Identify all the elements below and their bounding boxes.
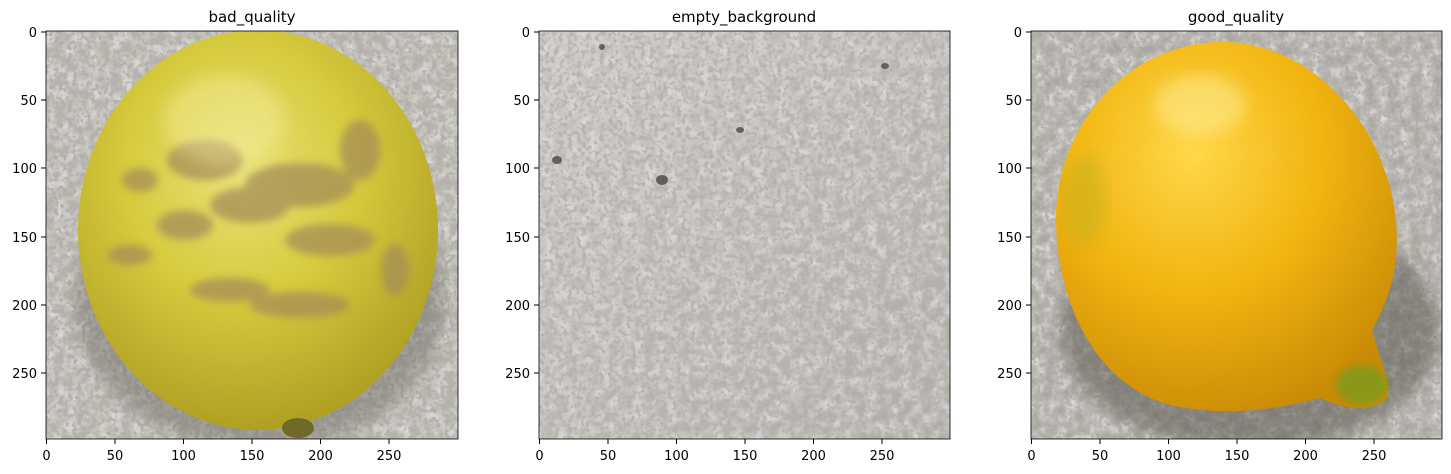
y-tick-label: 200: [12, 299, 37, 314]
x-tick-label: 50: [107, 449, 124, 464]
panel-title: bad_quality: [208, 8, 295, 27]
y-tick-label: 0: [29, 26, 37, 41]
y-tick-label: 0: [522, 26, 530, 41]
x-tick-label: 100: [1156, 449, 1181, 464]
x-tick-label: 150: [733, 449, 758, 464]
x-tick-label: 50: [600, 449, 617, 464]
y-tick-label: 250: [997, 367, 1022, 382]
y-tick-label: 0: [1014, 26, 1022, 41]
bad-quality-image: [46, 31, 458, 439]
x-tick-label: 0: [535, 449, 543, 464]
y-axis-ticks: 0 50 100 150 200 250: [505, 26, 539, 382]
panel-title: empty_background: [672, 8, 816, 27]
y-tick-label: 150: [505, 231, 530, 246]
y-axis-ticks: 0 50 100 150 200 250: [997, 26, 1031, 382]
y-tick-label: 150: [12, 231, 37, 246]
x-tick-label: 250: [377, 449, 402, 464]
empty-background-image: [539, 31, 950, 439]
y-tick-label: 50: [1005, 94, 1022, 109]
x-axis-ticks: 0 50 100 150 200 250: [42, 439, 401, 464]
y-tick-label: 250: [12, 367, 37, 382]
x-tick-label: 150: [240, 449, 265, 464]
y-tick-label: 50: [20, 94, 37, 109]
panel-good-quality: good_quality 0 50 100: [997, 8, 1443, 464]
y-tick-label: 150: [997, 231, 1022, 246]
y-axis-ticks: 0 50 100 150 200 250: [12, 26, 46, 382]
y-tick-label: 100: [505, 162, 530, 177]
x-tick-label: 50: [1092, 449, 1109, 464]
x-tick-label: 100: [664, 449, 689, 464]
y-tick-label: 200: [505, 299, 530, 314]
panel-bad-quality: bad_quality: [12, 8, 459, 464]
y-tick-label: 200: [997, 299, 1022, 314]
x-tick-label: 150: [1225, 449, 1250, 464]
x-tick-label: 100: [171, 449, 196, 464]
x-tick-label: 0: [42, 449, 50, 464]
x-axis-ticks: 0 50 100 150 200 250: [535, 439, 894, 464]
y-tick-label: 50: [513, 94, 530, 109]
x-tick-label: 250: [870, 449, 895, 464]
y-tick-label: 100: [997, 162, 1022, 177]
panel-empty-background: empty_background 0 50 100 150: [505, 8, 951, 464]
good-quality-image: [1031, 31, 1442, 439]
x-tick-label: 0: [1027, 449, 1035, 464]
panel-title: good_quality: [1188, 8, 1284, 27]
y-tick-label: 100: [12, 162, 37, 177]
x-axis-ticks: 0 50 100 150 200 250: [1027, 439, 1386, 464]
x-tick-label: 250: [1362, 449, 1387, 464]
y-tick-label: 250: [505, 367, 530, 382]
x-tick-label: 200: [308, 449, 333, 464]
x-tick-label: 200: [1293, 449, 1318, 464]
x-tick-label: 200: [801, 449, 826, 464]
